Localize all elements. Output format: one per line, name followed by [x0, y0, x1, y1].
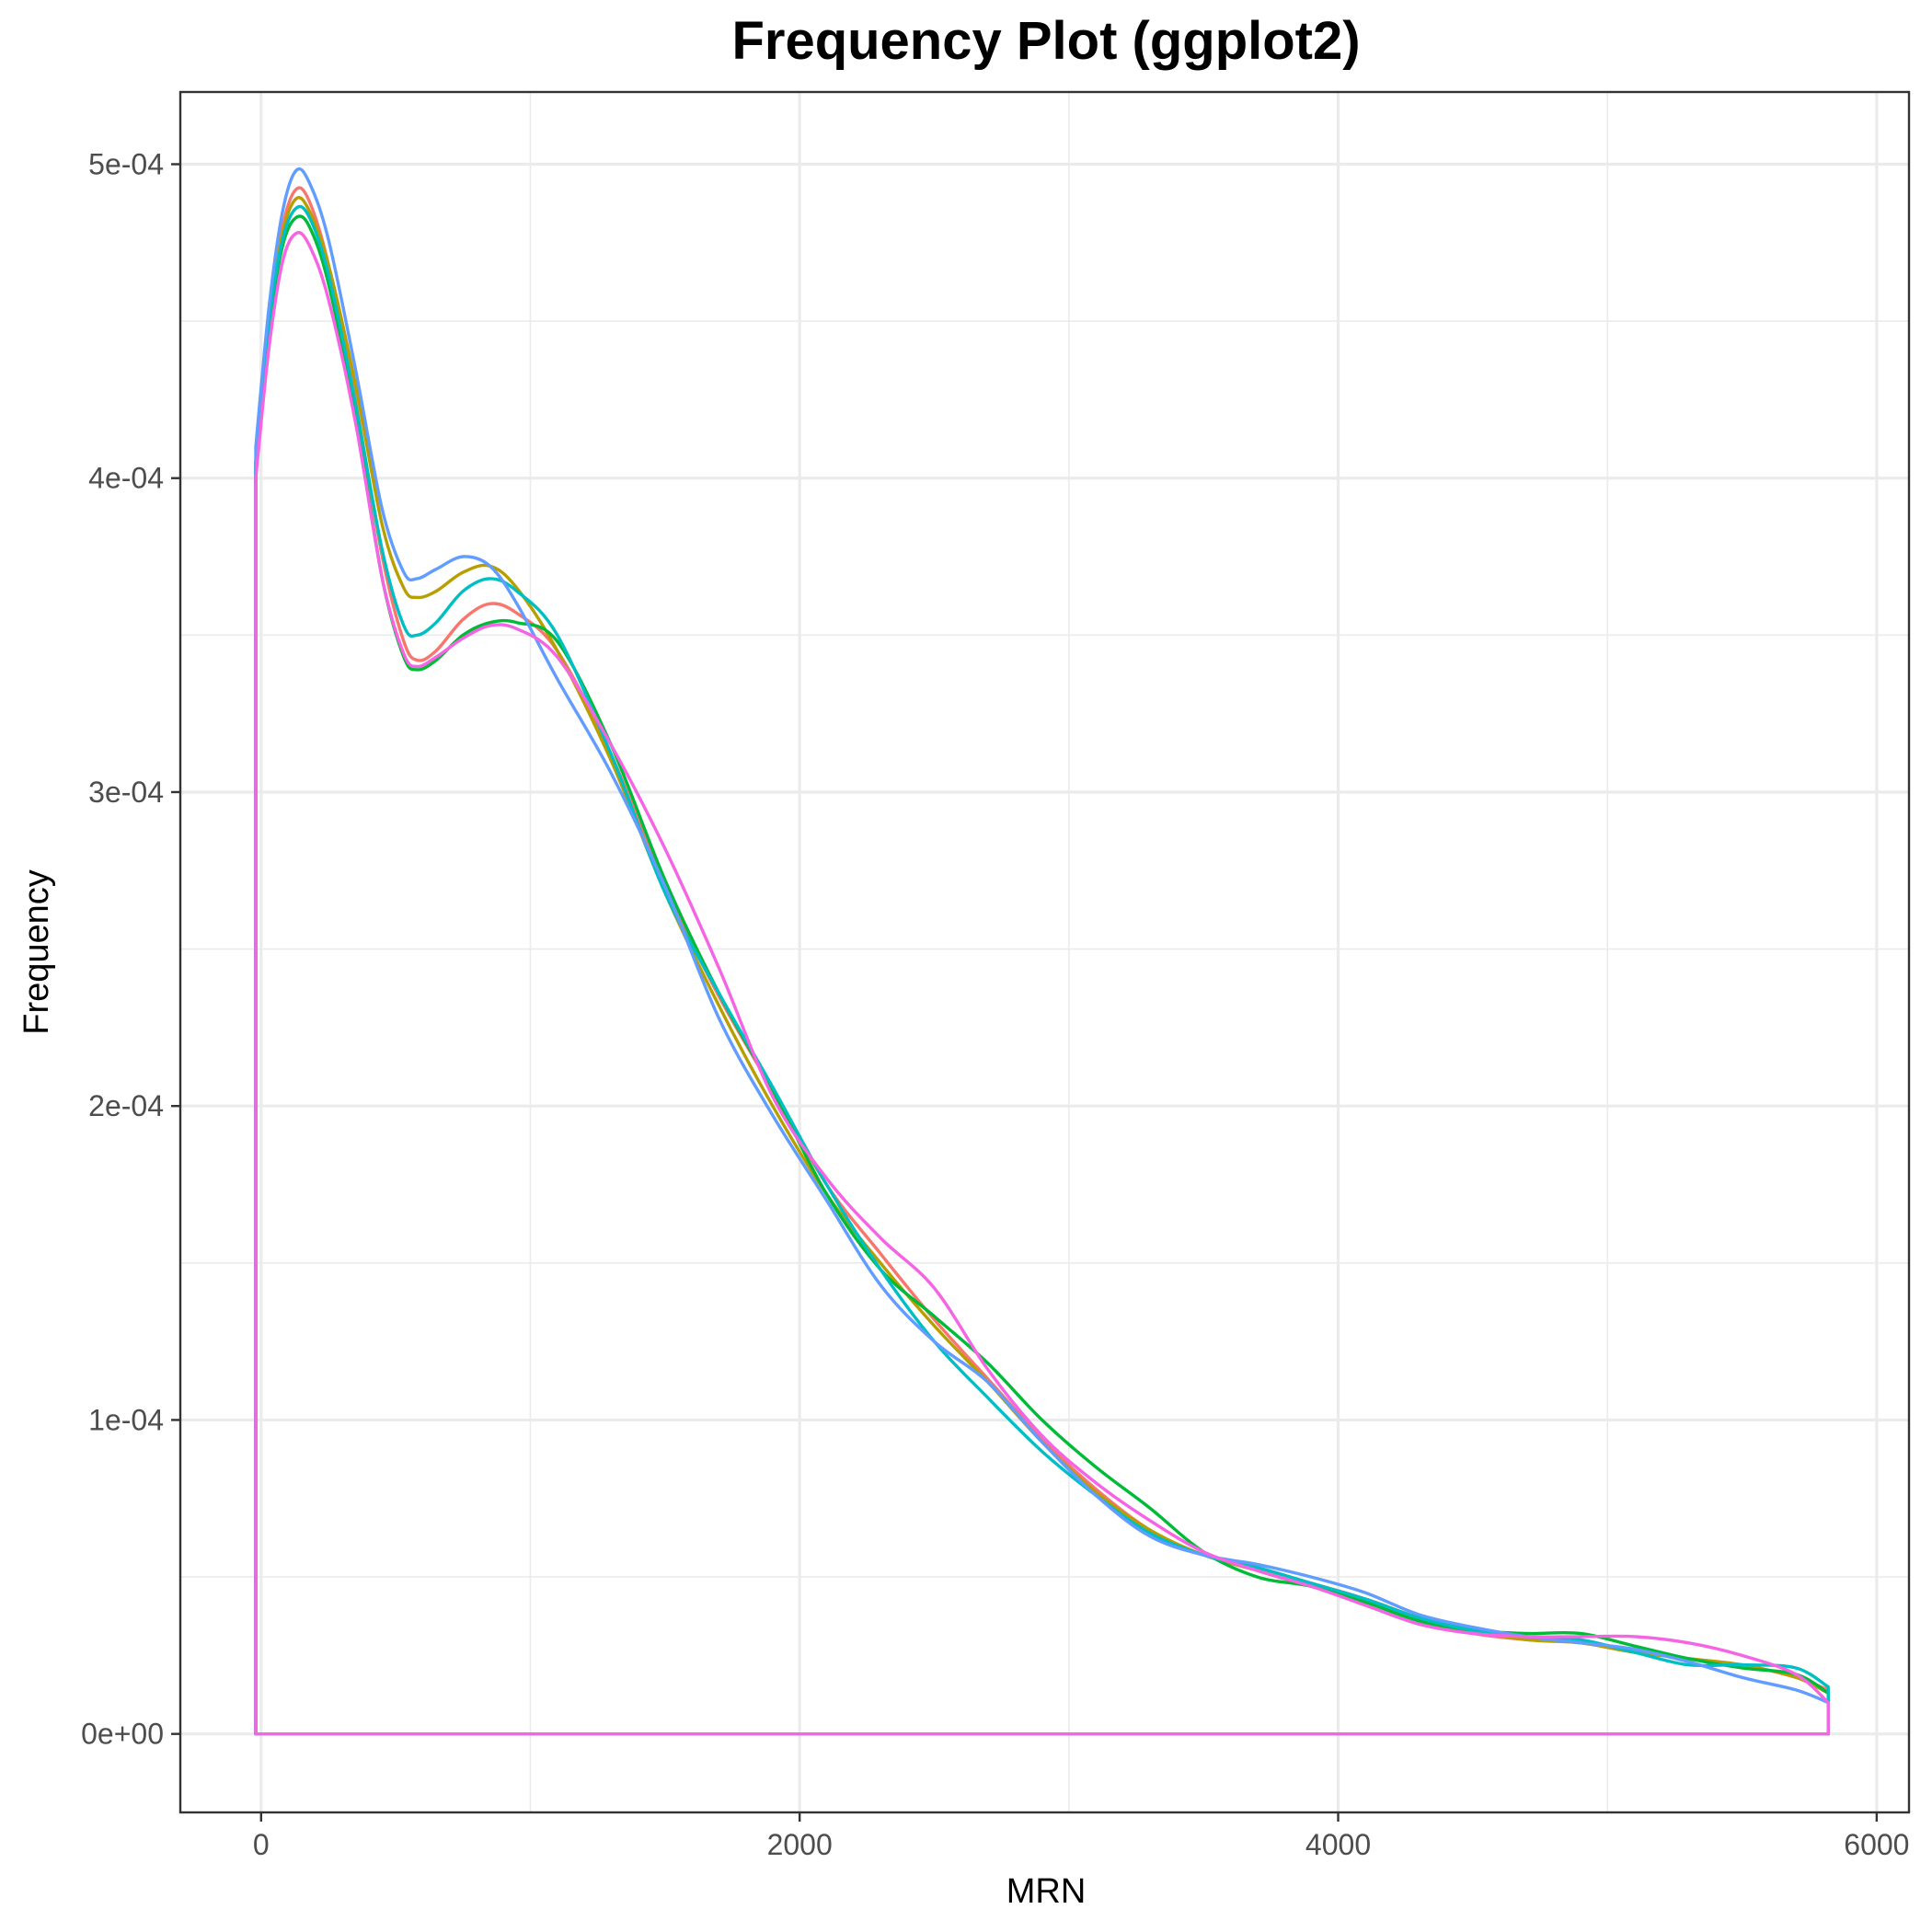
y-tick-label: 2e-04 — [88, 1089, 164, 1122]
x-axis: 0 2000 4000 6000 — [253, 1812, 1909, 1861]
y-tick-label: 0e+00 — [81, 1718, 164, 1751]
minor-gridlines — [180, 92, 1909, 1812]
plot-panel-background — [180, 92, 1909, 1812]
x-axis-title: MRN — [1006, 1872, 1087, 1911]
series-line-6 — [254, 231, 1830, 1736]
x-tick-label: 0 — [253, 1828, 270, 1861]
plot-panel-border — [178, 90, 1911, 1814]
x-tick-label: 2000 — [767, 1828, 833, 1861]
y-tick-label: 5e-04 — [88, 147, 164, 180]
y-axis: 0e+00 1e-04 2e-04 3e-04 4e-04 5e-04 — [81, 147, 180, 1751]
x-tick-label: 6000 — [1844, 1828, 1909, 1861]
y-axis-title: Frequency — [17, 869, 56, 1035]
chart-title: Frequency Plot (ggplot2) — [731, 11, 1360, 71]
series-line-5 — [254, 167, 1830, 1736]
x-tick-label: 4000 — [1305, 1828, 1371, 1861]
y-tick-label: 4e-04 — [88, 462, 164, 495]
series-line-4 — [254, 204, 1830, 1736]
plot-panel — [180, 92, 1909, 1812]
y-tick-label: 1e-04 — [88, 1403, 164, 1436]
series-lines — [254, 167, 1830, 1736]
y-tick-label: 3e-04 — [88, 776, 164, 809]
